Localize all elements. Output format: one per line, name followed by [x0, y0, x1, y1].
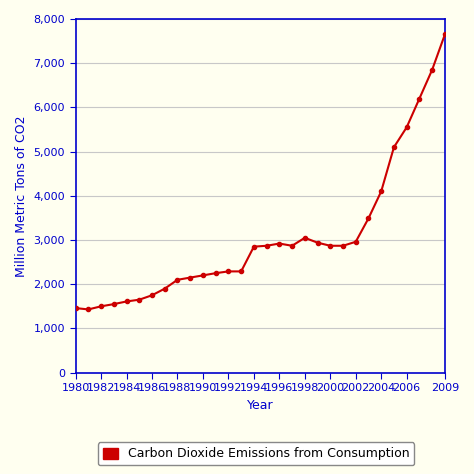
X-axis label: Year: Year [247, 399, 273, 411]
Legend: Carbon Dioxide Emissions from Consumption: Carbon Dioxide Emissions from Consumptio… [98, 442, 414, 465]
Y-axis label: Million Metric Tons of CO2: Million Metric Tons of CO2 [15, 115, 28, 276]
